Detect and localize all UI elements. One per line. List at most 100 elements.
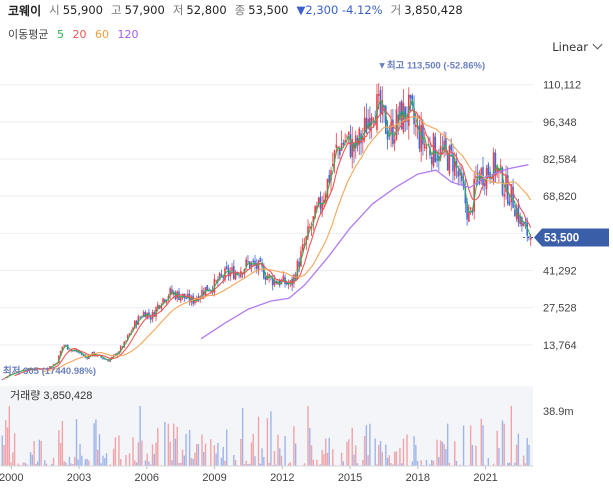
price-change: ▼2,300 -4.12% (296, 3, 383, 17)
ma5-line (5, 99, 532, 379)
volume-bar (484, 464, 486, 466)
volume-bar (471, 444, 474, 466)
x-tick-label: 2015 (338, 472, 362, 484)
volume-bar (176, 426, 178, 466)
candle-body (100, 355, 103, 358)
volume-bar (263, 457, 265, 466)
volume-bar (173, 423, 175, 466)
moving-average-legend[interactable]: 이동평균 5 20 60 120 (8, 26, 143, 42)
volume-bar (515, 444, 518, 466)
x-tick-label: 2000 (0, 472, 24, 484)
volume-bar (386, 457, 389, 466)
volume-bar (192, 458, 194, 466)
candle-body (181, 293, 184, 298)
volume-bar (66, 464, 69, 466)
volume-bar (369, 423, 371, 466)
candle-body (508, 201, 511, 205)
volume-bar (250, 442, 253, 466)
volume-bar (455, 460, 458, 466)
volume-bar (63, 461, 65, 466)
candle-body (400, 101, 403, 130)
candle-body (190, 296, 193, 303)
volume-bar (79, 443, 81, 466)
candle-body (146, 312, 148, 319)
candle-body (328, 174, 331, 183)
volume-bar (257, 416, 260, 466)
candle-body (340, 143, 343, 151)
candle-body (347, 131, 350, 135)
volume-bar (26, 464, 28, 466)
volume-bar (1, 435, 3, 466)
open-label: 시 (49, 3, 60, 17)
volume-bar (420, 460, 422, 466)
volume-bar (332, 449, 334, 466)
candle-body (517, 205, 520, 223)
y-tick-label: 68,820 (543, 191, 577, 203)
candle-body (3, 378, 5, 380)
volume-bar (157, 427, 159, 466)
volume-bar (183, 455, 186, 466)
volume-bar (151, 444, 154, 466)
volume-bar (317, 464, 320, 466)
candle-body (103, 358, 106, 360)
volume-bar (6, 427, 9, 466)
candle-body (298, 261, 300, 268)
volume-bar (448, 462, 451, 466)
scale-dropdown[interactable]: Linear (552, 39, 603, 54)
volume-bar (385, 444, 387, 466)
volume-bar (240, 438, 242, 466)
volume-bar (81, 455, 83, 466)
candle-body (309, 227, 311, 229)
volume-label: 거 (390, 3, 402, 17)
volume-bar (112, 448, 115, 466)
volume-bar (105, 453, 108, 466)
candle-body (393, 139, 396, 144)
candle-body (125, 340, 127, 342)
open-value: 55,900 (62, 3, 103, 17)
candle-body (227, 267, 230, 276)
candle-body (448, 145, 451, 174)
volume-bar (416, 460, 419, 466)
candle-body (425, 147, 428, 149)
volume-bar (88, 460, 90, 466)
volume-bar (210, 439, 212, 466)
candle-body (369, 118, 371, 130)
candle-body (29, 368, 32, 370)
volume-bar (132, 437, 134, 466)
volume-bar (487, 458, 490, 466)
volume-bar (498, 448, 500, 466)
candle-body (321, 203, 323, 213)
candle-body (461, 173, 463, 181)
candle-body (510, 184, 513, 203)
candle-body (49, 366, 51, 369)
volume-bar (167, 423, 170, 466)
candle-body (307, 226, 309, 237)
volume-bar (213, 445, 216, 466)
volume-bar (93, 423, 95, 466)
volume-bar (164, 421, 166, 466)
volume-bar (406, 434, 408, 466)
volume-bar (36, 461, 39, 466)
candle-body (326, 178, 329, 198)
candle-body (471, 209, 474, 213)
candle-body (245, 259, 247, 267)
volume-bar (492, 463, 495, 466)
volume-bar (141, 440, 143, 466)
candle-body (452, 153, 454, 172)
volume-bar (510, 406, 512, 466)
volume-bar (342, 461, 345, 466)
ma20-legend: 20 (72, 28, 87, 41)
candle-body (263, 267, 265, 279)
volume-bar (180, 462, 182, 466)
volume-bar (319, 464, 322, 466)
x-tick-label: 2003 (67, 472, 91, 484)
candle-body (420, 124, 422, 152)
candle-body (494, 152, 497, 176)
volume-bar (367, 455, 369, 466)
candle-body (278, 280, 281, 286)
candle-body (128, 333, 131, 336)
candle-body (399, 102, 401, 120)
volume-bar (390, 463, 392, 466)
candle-body (165, 300, 168, 303)
